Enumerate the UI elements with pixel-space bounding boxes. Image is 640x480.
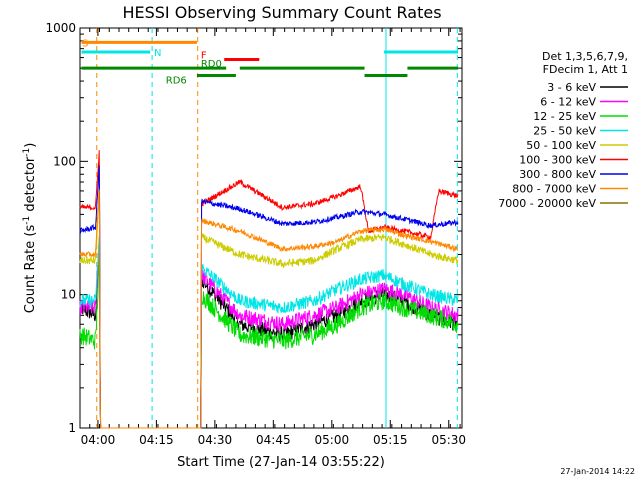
- y-tick-label: 100: [53, 154, 76, 168]
- legend-label: 25 - 50 keV: [533, 125, 596, 138]
- saa-label: S: [82, 38, 88, 49]
- y-tick-label: 10: [61, 288, 76, 302]
- y-tick-label: 1000: [45, 21, 76, 35]
- x-tick-label: 04:45: [256, 433, 291, 447]
- legend: Det 1,3,5,6,7,9,FDecim 1, Att 1 3 - 6 keV…: [498, 50, 628, 210]
- y-axis-label: Count Rate (s-1 detector-1): [22, 143, 38, 314]
- legend-label: 300 - 800 keV: [519, 168, 596, 181]
- x-tick-label: 05:30: [431, 433, 466, 447]
- legend-label: 6 - 12 keV: [540, 96, 596, 109]
- x-tick-label: 05:15: [373, 433, 408, 447]
- legend-label: 12 - 25 keV: [533, 110, 596, 123]
- legend-label: 3 - 6 keV: [547, 81, 596, 94]
- series-line-5: [79, 150, 459, 429]
- legend-header: FDecim 1, Att 1: [543, 63, 628, 76]
- x-tick-label: 04:30: [198, 433, 233, 447]
- legend-label: 800 - 7000 keV: [512, 183, 596, 196]
- x-tick-label: 04:15: [139, 433, 174, 447]
- y-tick-label: 1: [68, 421, 76, 435]
- night-label: N: [154, 48, 161, 59]
- x-tick-label: 04:00: [81, 433, 116, 447]
- rd0-label: RD0: [201, 59, 222, 70]
- series-line-7: [79, 189, 458, 429]
- legend-label: 50 - 100 keV: [526, 139, 596, 152]
- series-line-4: [79, 193, 459, 429]
- plot-area: 1 10 100 1000 04:00 04:15 04:30 04:45 05:00 05:15…: [45, 21, 466, 447]
- plot-frame: [79, 27, 463, 429]
- x-axis-label: Start Time (27-Jan-14 03:55:22): [177, 455, 385, 470]
- legend-header: Det 1,3,5,6,7,9,: [542, 50, 628, 63]
- timestamp: 27-Jan-2014 14:22: [560, 467, 635, 476]
- chart-title: HESSI Observing Summary Count Rates: [122, 3, 441, 22]
- rd6-label: RD6: [166, 76, 187, 87]
- x-tick-label: 05:00: [315, 433, 350, 447]
- legend-label: 100 - 300 keV: [519, 154, 596, 167]
- flare-label: F: [201, 51, 207, 62]
- legend-label: 7000 - 20000 keV: [498, 197, 596, 210]
